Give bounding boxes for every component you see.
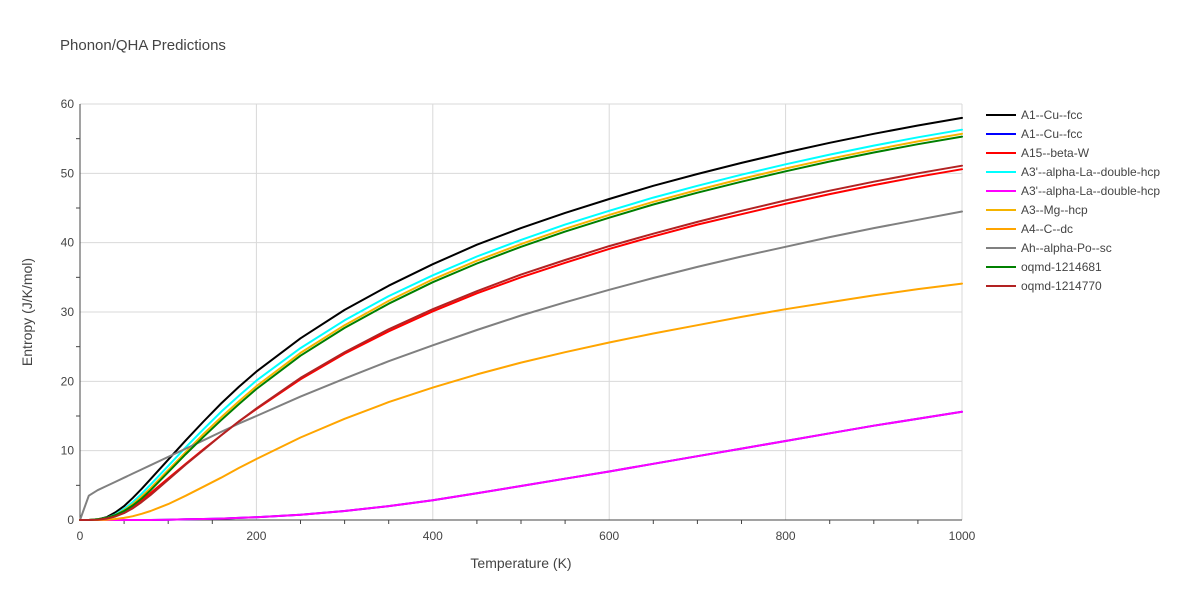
legend-label: A4--C--dc	[1021, 222, 1073, 236]
legend-item[interactable]: A4--C--dc	[986, 222, 1073, 236]
legend-label: A15--beta-W	[1021, 146, 1090, 160]
x-tick-label: 400	[423, 529, 443, 543]
legend-item[interactable]: A3'--alpha-La--double-hcp	[986, 184, 1160, 198]
x-tick-label: 800	[776, 529, 796, 543]
y-tick-label: 60	[61, 97, 75, 111]
legend-item[interactable]: A1--Cu--fcc	[986, 127, 1082, 141]
y-tick-label: 50	[61, 166, 75, 180]
legend-label: Ah--alpha-Po--sc	[1021, 241, 1112, 255]
x-tick-label: 200	[246, 529, 266, 543]
legend-label: A1--Cu--fcc	[1021, 108, 1082, 122]
y-tick-label: 0	[67, 513, 74, 527]
legend-item[interactable]: oqmd-1214770	[986, 279, 1102, 293]
legend-label: A1--Cu--fcc	[1021, 127, 1082, 141]
series-line-9	[79, 164, 963, 521]
x-tick-label: 0	[77, 529, 84, 543]
y-tick-label: 10	[61, 444, 75, 458]
y-tick-label: 40	[61, 236, 75, 250]
x-tick-label: 1000	[949, 529, 976, 543]
legend-item[interactable]: A3'--alpha-La--double-hcp	[986, 165, 1160, 179]
series-line-6	[79, 282, 963, 521]
legend-item[interactable]: A15--beta-W	[986, 146, 1090, 160]
series-line-8	[79, 135, 963, 521]
legend-label: A3--Mg--hcp	[1021, 203, 1088, 217]
series-line-4	[79, 410, 963, 521]
grid	[80, 103, 963, 520]
x-tick-label: 600	[599, 529, 619, 543]
legend-item[interactable]: oqmd-1214681	[986, 260, 1102, 274]
legend-item[interactable]: A3--Mg--hcp	[986, 203, 1088, 217]
y-tick-label: 30	[61, 305, 75, 319]
x-axis-title: Temperature (K)	[470, 555, 571, 571]
plot-area	[79, 116, 963, 521]
y-tick-label: 20	[61, 374, 75, 388]
legend-label: oqmd-1214681	[1021, 260, 1102, 274]
legend-label: oqmd-1214770	[1021, 279, 1102, 293]
legend-item[interactable]: A1--Cu--fcc	[986, 108, 1082, 122]
series-line-7	[79, 210, 963, 521]
legend-item[interactable]: Ah--alpha-Po--sc	[986, 241, 1112, 255]
y-axis-title: Entropy (J/K/mol)	[19, 258, 35, 366]
legend-label: A3'--alpha-La--double-hcp	[1021, 184, 1160, 198]
legend[interactable]: A1--Cu--fcc A1--Cu--fcc A15--beta-W A3'--al…	[986, 108, 1160, 293]
chart-title: Phonon/QHA Predictions	[60, 37, 226, 54]
series-line-0	[79, 116, 963, 521]
series-line-3	[79, 128, 963, 521]
legend-label: A3'--alpha-La--double-hcp	[1021, 165, 1160, 179]
